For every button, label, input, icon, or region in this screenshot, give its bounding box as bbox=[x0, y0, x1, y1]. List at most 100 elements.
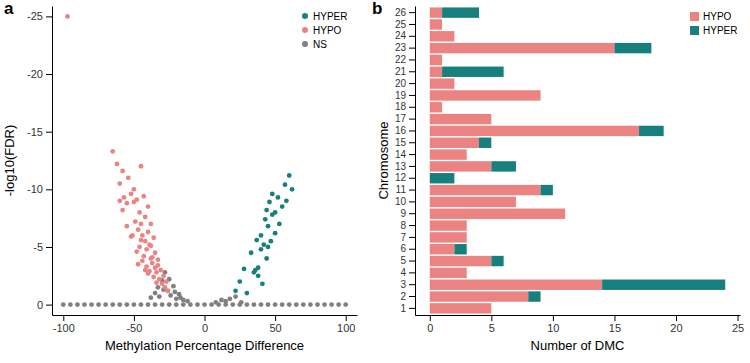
point bbox=[343, 302, 348, 307]
tick-label: 11 bbox=[396, 184, 407, 195]
tick-label: 8 bbox=[400, 220, 406, 231]
point bbox=[120, 208, 125, 213]
tick-mark bbox=[409, 48, 415, 49]
axis-line bbox=[415, 7, 416, 316]
axis-title: Methylation Percentage Difference bbox=[105, 338, 304, 353]
point bbox=[131, 187, 136, 192]
tick: 0 bbox=[202, 315, 208, 334]
tick: -15 bbox=[27, 126, 52, 138]
point bbox=[259, 233, 264, 238]
tick: 24 bbox=[395, 30, 415, 41]
point bbox=[202, 302, 207, 307]
tick-label: 15 bbox=[609, 322, 621, 334]
point bbox=[244, 302, 249, 307]
tick-mark bbox=[409, 261, 415, 262]
point bbox=[156, 285, 161, 290]
plot-area bbox=[61, 14, 348, 307]
point bbox=[156, 257, 161, 262]
tick-mark bbox=[409, 107, 415, 108]
tick-label: 20 bbox=[395, 78, 407, 89]
tick-mark bbox=[409, 95, 415, 96]
point bbox=[261, 242, 266, 247]
tick-mark bbox=[46, 16, 52, 17]
point bbox=[122, 195, 127, 200]
bar bbox=[430, 149, 467, 159]
tick: 21 bbox=[395, 66, 415, 77]
tick-label: 16 bbox=[395, 125, 407, 136]
tick: 0 bbox=[427, 315, 433, 334]
tick: 5 bbox=[400, 255, 415, 266]
point bbox=[284, 198, 289, 203]
point bbox=[126, 175, 131, 180]
tick-mark bbox=[409, 190, 415, 191]
tick-mark bbox=[409, 12, 415, 13]
tick-label: 25 bbox=[732, 322, 744, 334]
point bbox=[151, 235, 156, 240]
point bbox=[270, 192, 275, 197]
tick-mark bbox=[275, 315, 276, 321]
tick-mark bbox=[46, 74, 52, 75]
tick-label: 19 bbox=[395, 90, 407, 101]
tick-label: 3 bbox=[400, 279, 406, 290]
point bbox=[287, 302, 292, 307]
point bbox=[146, 204, 151, 209]
point bbox=[151, 275, 156, 280]
point bbox=[273, 231, 278, 236]
point bbox=[259, 302, 264, 307]
tick-mark bbox=[409, 59, 415, 60]
tick-label: 50 bbox=[269, 322, 281, 334]
panel-label: a bbox=[4, 0, 14, 18]
point bbox=[117, 181, 122, 186]
tick: 11 bbox=[396, 184, 415, 195]
point bbox=[150, 255, 155, 260]
point bbox=[139, 164, 144, 169]
tick: 3 bbox=[400, 279, 415, 290]
bar bbox=[491, 161, 516, 171]
tick-mark bbox=[676, 315, 677, 321]
tick-mark bbox=[46, 189, 52, 190]
point bbox=[154, 270, 159, 275]
tick: 12 bbox=[395, 172, 415, 183]
bar bbox=[430, 244, 455, 254]
series-bars bbox=[430, 7, 639, 313]
tick: -10 bbox=[27, 183, 52, 195]
point bbox=[264, 256, 269, 261]
tick-label: 0 bbox=[37, 299, 43, 311]
point bbox=[322, 302, 327, 307]
legend: HYPERHYPONS bbox=[302, 11, 347, 50]
panel-a: -100-500501000-5-10-15-20-25Methylation … bbox=[2, 0, 358, 353]
bar bbox=[454, 78, 455, 88]
legend-label: NS bbox=[313, 39, 327, 50]
point bbox=[141, 254, 146, 259]
point bbox=[252, 302, 257, 307]
tick-label: 14 bbox=[395, 149, 407, 160]
bar bbox=[430, 256, 492, 266]
tick-label: 7 bbox=[400, 232, 406, 243]
bar bbox=[442, 19, 443, 29]
point bbox=[75, 302, 80, 307]
point bbox=[82, 302, 87, 307]
bar bbox=[430, 90, 541, 100]
point bbox=[233, 294, 238, 299]
tick-mark bbox=[553, 315, 554, 321]
bar bbox=[430, 7, 442, 17]
point bbox=[153, 250, 158, 255]
point bbox=[148, 222, 153, 227]
point bbox=[264, 208, 269, 213]
point bbox=[174, 296, 179, 301]
tick: 18 bbox=[395, 101, 415, 112]
point bbox=[276, 195, 281, 200]
point bbox=[150, 261, 155, 266]
point bbox=[165, 288, 170, 293]
bar bbox=[430, 268, 467, 278]
bar bbox=[430, 280, 602, 290]
tick: 4 bbox=[400, 267, 415, 278]
point bbox=[110, 302, 115, 307]
tick-label: 13 bbox=[395, 161, 407, 172]
bar bbox=[565, 209, 566, 219]
tick: 10 bbox=[395, 196, 415, 207]
tick: 16 bbox=[395, 125, 415, 136]
legend-label: HYPER bbox=[313, 11, 347, 22]
tick-mark bbox=[409, 130, 415, 131]
point bbox=[259, 247, 264, 252]
